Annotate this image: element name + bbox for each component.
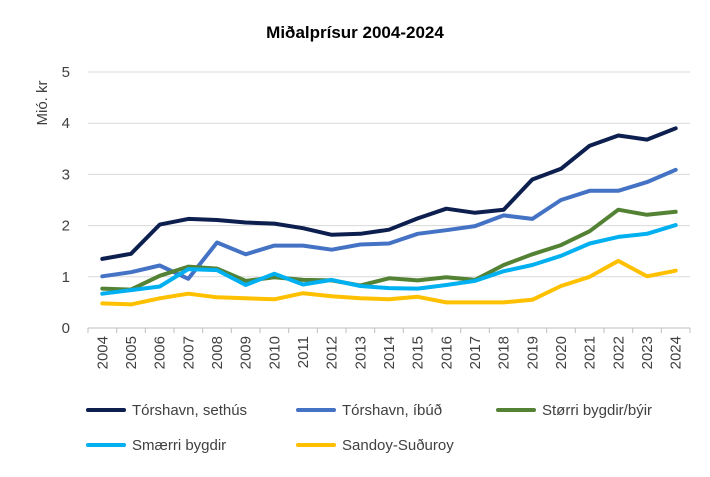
series-line-1 (100, 126, 678, 261)
series-lines (100, 126, 678, 307)
x-tick-label: 2023 (639, 336, 656, 369)
y-axis-label: Mió. kr (34, 80, 51, 125)
x-tick-label: 2016 (438, 336, 455, 369)
x-tick-label: 2014 (381, 336, 398, 369)
chart-title: Miðalprísur 2004-2024 (266, 23, 444, 42)
legend-label: Smærri bygdir (132, 437, 226, 454)
series-line-4 (100, 223, 678, 296)
y-axis-ticks: 0 1 2 3 4 5 (62, 64, 70, 337)
y-tick-label: 1 (62, 269, 70, 286)
x-tick-label: 2008 (209, 336, 226, 369)
x-tick-label: 2006 (152, 336, 169, 369)
x-tick-label: 2017 (467, 336, 484, 369)
x-tick-label: 2021 (582, 336, 599, 369)
y-tick-label: 4 (62, 115, 70, 132)
y-tick-label: 2 (62, 218, 70, 235)
x-tick-label: 2010 (266, 336, 283, 369)
x-tick-label: 2011 (295, 336, 312, 368)
x-tick-label: 2018 (496, 336, 513, 369)
legend-label: Sandoy-Suðuroy (342, 437, 454, 454)
x-tick-label: 2019 (524, 336, 541, 369)
legend: Tórshavn, sethús Tórshavn, íbúð Størri byg… (86, 402, 652, 454)
x-tick-label: 2004 (94, 336, 111, 369)
x-tick-label: 2013 (352, 336, 369, 369)
x-tick-label: 2005 (123, 336, 140, 369)
legend-label: Tórshavn, íbúð (342, 402, 442, 419)
y-tick-label: 5 (62, 64, 70, 81)
x-tick-label: 2020 (553, 336, 570, 369)
series-line-5 (100, 258, 678, 307)
x-tick-label: 2015 (410, 336, 427, 369)
x-axis-ticks: 2004 2005 2006 2007 2008 2009 2010 2011 2012 2013… (87, 328, 691, 369)
x-tick-label: 2024 (668, 336, 685, 369)
y-tick-label: 3 (62, 166, 70, 183)
x-tick-label: 2007 (180, 336, 197, 369)
y-tick-label: 0 (62, 320, 70, 337)
x-tick-label: 2009 (238, 336, 255, 369)
x-tick-label: 2012 (324, 336, 341, 369)
series-line-2 (100, 167, 678, 281)
series-line-3 (100, 207, 678, 292)
legend-label: Tórshavn, sethús (132, 402, 247, 419)
x-tick-label: 2022 (610, 336, 627, 369)
legend-label: Størri bygdir/býir (542, 402, 652, 419)
